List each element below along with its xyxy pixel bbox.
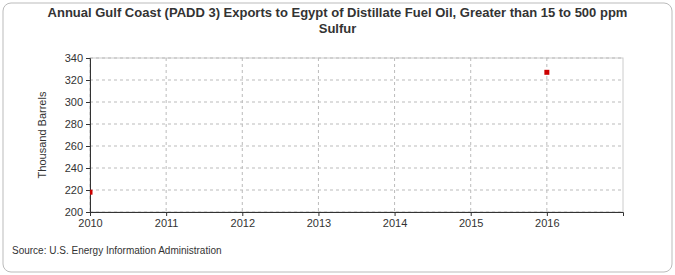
series-line xyxy=(90,72,547,192)
tick: 260 xyxy=(65,140,90,152)
plot-area xyxy=(90,70,549,195)
tick-label: 340 xyxy=(65,52,83,64)
tick: 2012 xyxy=(231,212,255,229)
tick: 340 xyxy=(65,52,90,64)
tick-label: 2013 xyxy=(307,217,331,229)
tick-label: 2014 xyxy=(383,217,407,229)
grid-line xyxy=(90,80,623,81)
tick-label: 2011 xyxy=(155,217,179,229)
tick-mark xyxy=(90,212,91,216)
title: Annual Gulf Coast (PADD 3) Exports to Eg… xyxy=(48,5,628,36)
tick-mark xyxy=(86,168,90,169)
tick-label: 2012 xyxy=(231,217,255,229)
grid-line xyxy=(90,146,623,147)
tick-label: 300 xyxy=(65,96,83,108)
grid-line xyxy=(90,124,623,125)
tick: 300 xyxy=(65,96,90,108)
tick: 280 xyxy=(65,118,90,130)
tick-mark xyxy=(86,124,90,125)
source-note: Source: U.S. Energy Information Administ… xyxy=(12,245,222,256)
background xyxy=(3,3,672,272)
marker xyxy=(90,190,93,195)
grid xyxy=(90,58,623,212)
tick: 2010 xyxy=(78,212,102,229)
grid-line xyxy=(90,102,623,103)
tick: 320 xyxy=(65,74,90,86)
tick: 2011 xyxy=(155,212,179,229)
tick-mark xyxy=(318,212,319,216)
tick-mark xyxy=(86,146,90,147)
tick-label: 2016 xyxy=(535,217,559,229)
grid-line xyxy=(318,58,319,212)
x-axis: 2010 2011 2012 2013 2014 2015 2016 xyxy=(78,212,623,229)
tick-label: 240 xyxy=(65,162,83,174)
chart: 2002202402602803003203402010201120122013… xyxy=(0,0,675,275)
plot-frame xyxy=(90,58,623,212)
tick-mark xyxy=(395,212,396,216)
grid-line xyxy=(242,58,243,212)
marker xyxy=(544,70,549,75)
tick-mark xyxy=(471,212,472,216)
axis-line xyxy=(86,59,91,213)
tick-mark xyxy=(86,212,90,213)
tick-mark xyxy=(86,102,90,103)
grid-line xyxy=(90,58,623,59)
tick-mark xyxy=(166,212,167,216)
grid-line xyxy=(470,58,471,212)
tick-label: 320 xyxy=(65,74,83,86)
tick-mark xyxy=(547,212,548,216)
tick-label: 260 xyxy=(65,140,83,152)
tick: 240 xyxy=(65,162,90,174)
axis-line xyxy=(91,213,624,217)
grid-line xyxy=(90,168,623,169)
tick: 2014 xyxy=(383,212,407,229)
y-axis: 200220240260280300320340 xyxy=(65,52,91,218)
tick-label: 2015 xyxy=(459,217,483,229)
tick-mark xyxy=(86,80,90,81)
grid-line xyxy=(166,58,167,212)
grid-line xyxy=(546,58,547,212)
tick-label: 2010 xyxy=(78,217,102,229)
tick-mark xyxy=(86,58,90,59)
tick-mark xyxy=(242,212,243,216)
grid-line xyxy=(90,190,623,191)
grid-line xyxy=(394,58,395,212)
tick: 2013 xyxy=(307,212,331,229)
tick-mark xyxy=(86,190,90,191)
tick: 220 xyxy=(65,184,90,196)
tick: 2016 xyxy=(535,212,559,229)
y-axis-title: Thousand Barrels xyxy=(36,91,48,178)
tick: 2015 xyxy=(459,212,483,229)
tick-label: 280 xyxy=(65,118,83,130)
tick-label: 220 xyxy=(65,184,83,196)
